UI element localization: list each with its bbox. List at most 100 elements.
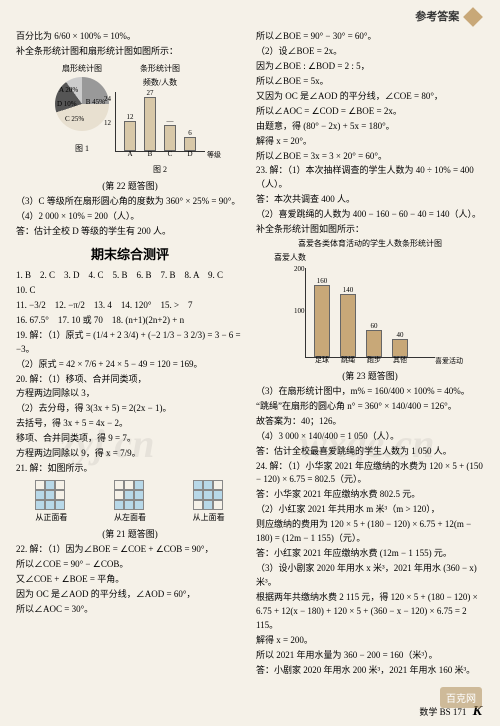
bar-value: 60 <box>367 321 381 332</box>
answer-line: 16. 67.5° 17. 10 或 70 18. (n+1)(2n+2) + … <box>16 314 244 328</box>
text-line: 方程两边同除以 3， <box>16 387 244 401</box>
text-line: 20. 解：（1）移项、合并同类项， <box>16 373 244 387</box>
text-line: 又因为 OC 是∠AOD 的平分线，∠COE = 80°， <box>256 90 484 104</box>
bar-value: 140 <box>341 285 355 296</box>
ytick: 12 <box>104 118 111 129</box>
text-line: 解得 x = 200。 <box>256 634 484 648</box>
bar2-c: 60 跑步 <box>366 330 382 357</box>
text-line: 所以 2021 年用水量为 360 − 200 = 160（米³）。 <box>256 649 484 663</box>
text-line: （3）在扇形统计图中，m% = 160/400 × 100% = 40%。 <box>256 385 484 399</box>
text-line: 所以∠AOC = 30°。 <box>16 603 244 617</box>
bar-xlabel: A <box>125 149 135 160</box>
text-line: 21. 解：如图所示。 <box>16 462 244 476</box>
grid-icon <box>193 480 225 510</box>
chart2-ylabel: 喜爱人数 <box>274 252 484 264</box>
bar-chart: 条形统计图 频数/人数 24 12 12 A 27 B — C <box>115 63 205 176</box>
text-line: 因为∠BOE : ∠BOD = 2 : 5， <box>256 60 484 74</box>
header-title: 参考答案 <box>415 11 459 23</box>
bar-ylabel: 频数/人数 <box>115 77 205 89</box>
text-line: 19. 解：（1）原式 = (1/4 + 2 3/4) + (−2 1/3 − … <box>16 329 244 357</box>
bar-xlabel: 跑步 <box>367 355 381 366</box>
text-line: 移项、合并同类项，得 9 = 7。 <box>16 432 244 446</box>
pie-title: 扇形统计图 <box>55 63 109 75</box>
answer-line: 10. C <box>16 284 244 298</box>
corner-badge: 百克网 <box>440 687 482 708</box>
text-line: 所以∠COE = 90° − ∠COB。 <box>16 558 244 572</box>
bar-xlabel: 足球 <box>315 355 329 366</box>
ytick: 100 <box>294 306 305 317</box>
chart-row: 扇形统计图 A 20% B 45% C 25% D 10% 图 1 条形统计图 … <box>16 63 244 176</box>
text-line: 则应缴纳的费用为 120 × 5 + (180 − 120) × 6.75 + … <box>256 518 484 546</box>
page-content: 百分比为 6/60 × 100% = 10%。 补全条形统计图和扇形统计图如图所… <box>0 0 500 726</box>
text-line: 答：小红家 2021 年应缴纳水费 (12m − 1 155) 元。 <box>256 547 484 561</box>
text-line: （3）C 等级所在扇形圆心角的度数为 360° × 25% = 90°。 <box>16 195 244 209</box>
chart2-title: 喜爱各类体育活动的学生人数条形统计图 <box>256 238 484 250</box>
ytick: 24 <box>104 94 111 105</box>
caption-22: (第 22 题答图) <box>16 180 244 194</box>
text-line: 故答案为：40；126。 <box>256 415 484 429</box>
answer-line: 11. −3/2 12. −π/2 13. 4 14. 120° 15. > 7 <box>16 299 244 313</box>
text-line: 答：估计全校 D 等级的学生有 200 人。 <box>16 225 244 239</box>
bar2-b: 140 跳绳 <box>340 294 356 357</box>
bar-value: — <box>165 116 175 127</box>
cube-right: 从上面看 <box>193 480 225 524</box>
bar-value: 40 <box>393 330 407 341</box>
footer-text: 数学 BS 171 <box>419 707 466 717</box>
text-line: 解得 x = 20°。 <box>256 135 484 149</box>
text-line: （2）喜爱跳绳的人数为 400 − 160 − 60 − 40 = 140（人）… <box>256 208 484 222</box>
text-line: （2）原式 = 42 × 7/6 + 24 × 5 − 49 = 120 = 1… <box>16 358 244 372</box>
caption-21: (第 21 题答图) <box>16 528 244 542</box>
cube-label: 从左面看 <box>114 512 146 524</box>
exam-title: 期末综合测评 <box>16 245 244 265</box>
right-column: 所以∠BOE = 90° − 30° = 60°。 （2）设∠BOE = 2x。… <box>256 30 484 706</box>
cube-label: 从上面看 <box>193 512 225 524</box>
text-line: （2）设∠BOE = 2x。 <box>256 45 484 59</box>
text-line: 22. 解：（1）因为∠BOE = ∠COE + ∠COB = 90°， <box>16 543 244 557</box>
cube-front: 从正面看 <box>35 480 67 524</box>
cube-views: 从正面看 从左面看 从上面看 <box>16 480 244 524</box>
text-line: 补全条形统计图和扇形统计图如图所示： <box>16 45 244 59</box>
bar-c: — C <box>164 125 176 151</box>
text-line: （2）小红家 2021 年共用水 m 米³（m > 120）， <box>256 503 484 517</box>
text-line: 所以∠BOE = 90° − 30° = 60°。 <box>256 30 484 44</box>
text-line: 所以∠BOE = 5x。 <box>256 75 484 89</box>
text-line: 答：小华家 2021 年应缴纳水费 802.5 元。 <box>256 488 484 502</box>
xaxis-label: 喜爱活动 <box>435 356 463 367</box>
pie-label: B 45% <box>86 97 105 108</box>
header-diamond-icon <box>463 8 483 28</box>
grid-icon <box>35 480 67 510</box>
left-column: 百分比为 6/60 × 100% = 10%。 补全条形统计图和扇形统计图如图所… <box>16 30 244 706</box>
pie-label: D 10% <box>57 99 77 110</box>
caption-23: (第 23 题答图) <box>256 370 484 384</box>
text-line: 答：本次共调查 400 人。 <box>256 193 484 207</box>
text-line: 百分比为 6/60 × 100% = 10%。 <box>16 30 244 44</box>
text-line: 答：小剧家 2020 年用水 200 米³，2021 年用水 160 米³。 <box>256 664 484 678</box>
bar2-a: 160 足球 <box>314 285 330 357</box>
bar-xlabel: B <box>145 149 155 160</box>
text-line: 所以∠AOC = ∠COD = ∠BOE = 2x。 <box>256 105 484 119</box>
text-line: 因为 OC 是∠AOD 的平分线，∠AOD = 60°， <box>16 588 244 602</box>
text-line: （4）3 000 × 140/400 = 1 050（人）。 <box>256 430 484 444</box>
bar-b: 27 B <box>144 97 156 151</box>
text-line: 24. 解：（1）小华家 2021 年应缴纳的水费为 120 × 5 + (15… <box>256 460 484 488</box>
cube-label: 从正面看 <box>35 512 67 524</box>
text-line: 23. 解：（1）本次抽样调查的学生人数为 40 ÷ 10% = 400（人）。 <box>256 164 484 192</box>
bar-xlabel: 其他 <box>393 355 407 366</box>
cube-left: 从左面看 <box>114 480 146 524</box>
bar-xlabel: 跳绳 <box>341 355 355 366</box>
bar2-d: 40 其他 <box>392 339 408 357</box>
text-line: 所以∠BOE = 3x = 3 × 20° = 60°。 <box>256 150 484 164</box>
figure-caption: 图 2 <box>115 164 205 176</box>
bar-title: 条形统计图 <box>115 63 205 75</box>
text-line: 根据两年共缴纳水费 2 115 元，得 120 × 5 + (180 − 120… <box>256 591 484 633</box>
text-line: 补全条形统计图如图所示： <box>256 223 484 237</box>
bar-xlabel: C <box>165 149 175 160</box>
grid-icon <box>114 480 146 510</box>
text-line: （3）设小剧家 2020 年用水 x 米³，2021 年用水 (360 − x)… <box>256 562 484 590</box>
pie-chart: 扇形统计图 A 20% B 45% C 25% D 10% 图 1 <box>55 63 109 176</box>
bar-value: 160 <box>315 276 329 287</box>
text-line: 答：估计全校最喜爱跳绳的学生人数为 1 050 人。 <box>256 445 484 459</box>
bar-value: 6 <box>185 128 195 139</box>
bar-chart-2: 200 100 160 足球 140 跳绳 60 跑步 40 其他 喜爱活动 <box>305 268 435 358</box>
text-line: 方程两边同除以 9，得 x = 7/9。 <box>16 447 244 461</box>
